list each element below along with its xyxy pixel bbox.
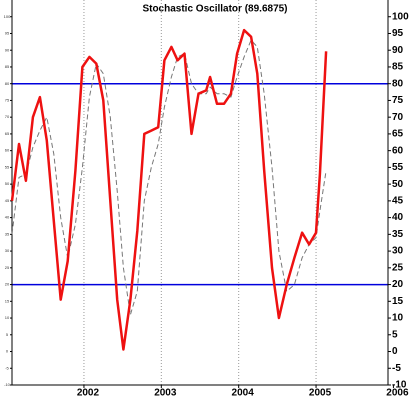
y-tick-label: 10 bbox=[392, 313, 404, 324]
y-tick-label: 35 bbox=[392, 229, 404, 240]
y-tick-label-left: 95 bbox=[5, 31, 10, 36]
y-tick-label-left: 70 bbox=[5, 114, 10, 119]
series-line bbox=[10, 28, 328, 351]
y-tick-label-left: -5 bbox=[5, 365, 9, 370]
y-tick-label: 30 bbox=[392, 246, 404, 257]
y-tick-label: 60 bbox=[392, 145, 404, 156]
y-tick-label: 15 bbox=[392, 296, 404, 307]
y-tick-label-left: 55 bbox=[5, 164, 10, 169]
y-tick-label-left: 15 bbox=[5, 298, 10, 303]
y-tick-label-left: 5 bbox=[6, 332, 9, 337]
series-line bbox=[11, 39, 327, 316]
y-tick-label: 90 bbox=[392, 45, 404, 56]
y-tick-label: 25 bbox=[392, 262, 404, 273]
y-tick-label-left: 35 bbox=[5, 231, 10, 236]
x-tick-label: 2005 bbox=[309, 388, 332, 399]
y-tick-label-left: 50 bbox=[5, 181, 10, 186]
x-tick-label: 2002 bbox=[77, 388, 100, 399]
y-tick-label-left: 60 bbox=[5, 148, 10, 153]
chart-title: Stochastic Oscillator (89.6875) bbox=[142, 4, 287, 15]
x-tick-label: 2006 bbox=[386, 388, 409, 399]
y-tick-label: 20 bbox=[392, 279, 404, 290]
y-tick-label-left: 10 bbox=[5, 315, 10, 320]
y-tick-label-left: 20 bbox=[5, 282, 10, 287]
y-tick-label-left: 100 bbox=[4, 14, 11, 19]
y-tick-label-left: 30 bbox=[5, 248, 10, 253]
y-tick-label-left: 80 bbox=[5, 81, 10, 86]
y-tick-label-left: 85 bbox=[5, 64, 10, 69]
y-tick-label: 0 bbox=[392, 346, 398, 357]
y-tick-label: 75 bbox=[392, 95, 404, 106]
y-tick-label: 45 bbox=[392, 196, 404, 207]
y-tick-label: 40 bbox=[392, 212, 404, 223]
y-tick-label-left: 90 bbox=[5, 47, 10, 52]
x-tick-label: 2003 bbox=[154, 388, 177, 399]
y-tick-label-left: 65 bbox=[5, 131, 10, 136]
y-tick-label: -10 bbox=[392, 380, 407, 391]
y-tick-label-left: 40 bbox=[5, 215, 10, 220]
y-tick-label-left: -10 bbox=[4, 382, 11, 387]
y-tick-label-left: 25 bbox=[5, 265, 10, 270]
y-tick-label: 55 bbox=[392, 162, 404, 173]
x-tick-label: 2004 bbox=[232, 388, 255, 399]
y-tick-label: 80 bbox=[392, 78, 404, 89]
y-tick-label: 95 bbox=[392, 28, 404, 39]
y-tick-label: -5 bbox=[392, 363, 401, 374]
y-tick-label: 85 bbox=[392, 62, 404, 73]
y-tick-label: 70 bbox=[392, 112, 404, 123]
y-tick-label: 50 bbox=[392, 179, 404, 190]
y-tick-label-left: 0 bbox=[6, 349, 9, 354]
y-tick-label-left: 75 bbox=[5, 97, 10, 102]
y-tick-label: 100 bbox=[392, 11, 409, 22]
y-tick-label: 5 bbox=[392, 329, 398, 340]
y-tick-label-left: 45 bbox=[5, 198, 10, 203]
y-tick-label: 65 bbox=[392, 129, 404, 140]
